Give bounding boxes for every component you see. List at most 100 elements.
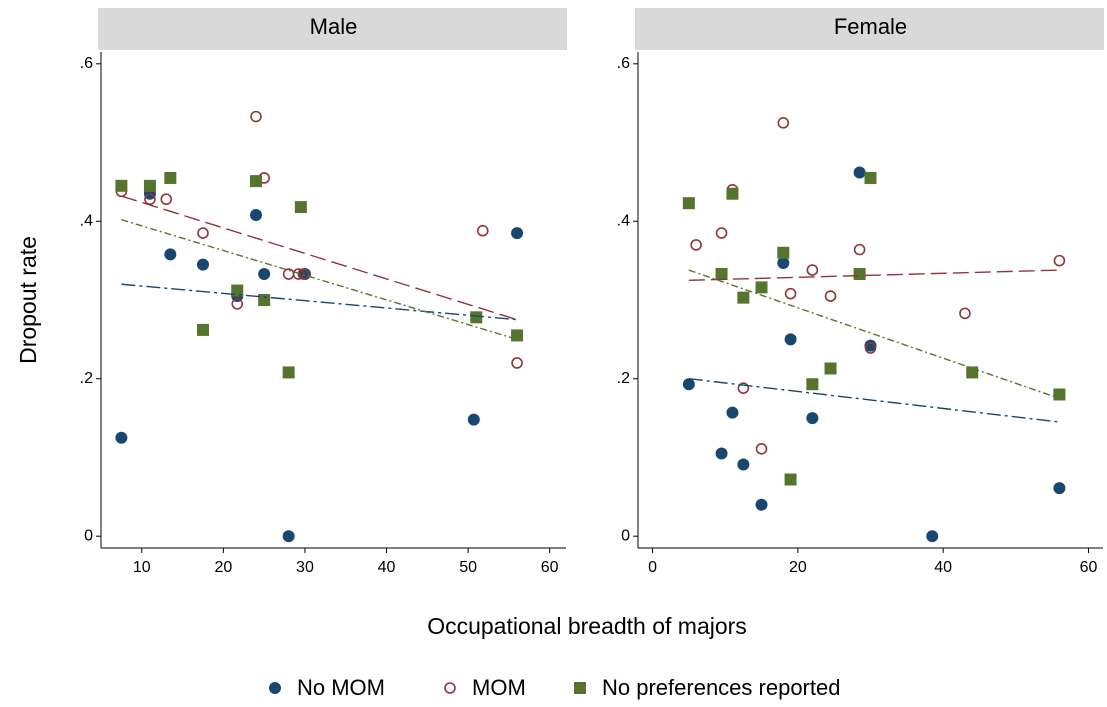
legend-marker (574, 682, 586, 694)
panel-header (635, 8, 1104, 50)
legend-label: MOM (472, 675, 526, 700)
point (682, 197, 695, 210)
y-tick-label: .4 (617, 212, 630, 229)
panel-title: Male (310, 14, 358, 39)
point (258, 294, 271, 306)
point (715, 268, 728, 281)
point (784, 473, 797, 486)
point (160, 193, 173, 206)
panel-header (98, 8, 567, 50)
x-tick-label: 60 (1080, 559, 1098, 576)
y-tick-label: 0 (621, 527, 630, 544)
point (1053, 482, 1066, 495)
point (824, 362, 837, 375)
x-tick-label: 30 (296, 559, 314, 576)
point (777, 256, 790, 269)
y-tick-label: .4 (80, 212, 93, 229)
point (470, 311, 483, 324)
point (777, 246, 790, 259)
point (115, 179, 128, 192)
y-axis-title: Dropout rate (15, 236, 41, 364)
x-tick-label: 10 (133, 559, 151, 576)
point (726, 406, 739, 419)
point (511, 329, 524, 342)
fit-line (688, 269, 1060, 282)
point (959, 307, 971, 320)
y-tick-label: .6 (80, 55, 93, 72)
point (115, 431, 128, 444)
point (143, 179, 156, 192)
point (1053, 388, 1066, 401)
point (926, 530, 939, 543)
y-tick-label: 0 (84, 527, 93, 544)
point (806, 264, 819, 276)
point (737, 291, 750, 304)
point (682, 378, 695, 391)
fit-line (688, 378, 1060, 423)
point (467, 413, 480, 426)
point (824, 290, 837, 302)
x-tick-label: 50 (459, 559, 477, 576)
x-tick-label: 40 (378, 559, 396, 576)
point (250, 208, 262, 221)
point (853, 243, 866, 256)
legend-marker (444, 682, 456, 694)
fit-line (121, 283, 518, 321)
point (511, 357, 523, 369)
point (715, 447, 728, 460)
x-tick-label: 60 (541, 559, 559, 576)
point (250, 110, 262, 123)
point (806, 378, 819, 391)
point (726, 187, 739, 200)
point (511, 227, 524, 240)
point (864, 339, 877, 352)
fit-line (688, 269, 1060, 400)
point (258, 268, 271, 281)
point (164, 171, 177, 184)
point (231, 298, 244, 310)
x-axis-title: Occupational breadth of majors (427, 613, 747, 639)
x-tick-label: 20 (789, 559, 807, 576)
point (715, 227, 728, 239)
fit-line (121, 219, 518, 341)
point (806, 412, 819, 425)
point (864, 171, 877, 184)
point (966, 366, 979, 379)
point (294, 201, 307, 214)
point (737, 458, 750, 471)
point (292, 268, 305, 280)
point (197, 227, 209, 239)
point (1053, 254, 1066, 267)
point (784, 333, 797, 346)
x-tick-label: 20 (214, 559, 232, 576)
point (755, 442, 768, 455)
point (144, 193, 156, 206)
point (777, 117, 790, 129)
point (196, 258, 209, 271)
point (853, 268, 866, 281)
y-tick-label: .2 (80, 370, 93, 387)
y-tick-label: .6 (617, 55, 630, 72)
point (784, 287, 797, 300)
x-tick-label: 0 (648, 559, 657, 576)
point (853, 166, 866, 179)
x-tick-label: 40 (934, 559, 952, 576)
y-tick-label: .2 (617, 370, 630, 387)
legend-label: No MOM (297, 675, 385, 700)
panel-title: Female (834, 14, 907, 39)
point (476, 224, 489, 237)
point (282, 530, 295, 543)
legend-marker (269, 682, 281, 694)
point (196, 323, 209, 336)
point (282, 366, 295, 379)
point (737, 382, 750, 394)
point (755, 281, 768, 294)
legend-label: No preferences reported (602, 675, 840, 700)
point (864, 342, 877, 354)
point (690, 239, 702, 251)
point (164, 248, 177, 261)
point (755, 498, 768, 511)
point (297, 268, 310, 280)
